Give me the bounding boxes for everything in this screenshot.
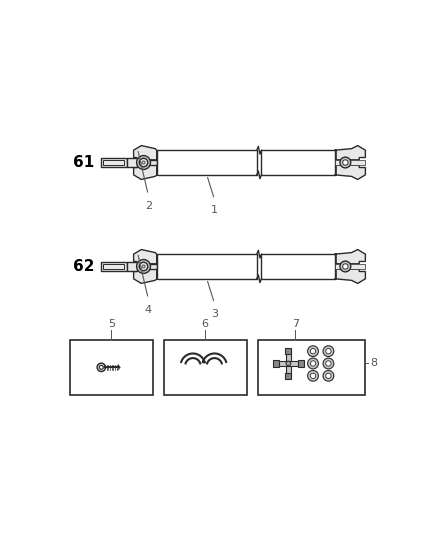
Circle shape	[139, 262, 148, 271]
Circle shape	[323, 358, 334, 369]
Text: 3: 3	[211, 309, 218, 319]
Circle shape	[326, 361, 331, 366]
Circle shape	[340, 261, 351, 272]
Bar	[335, 160, 365, 165]
Bar	[100, 262, 127, 271]
Bar	[261, 254, 335, 279]
Circle shape	[323, 370, 334, 381]
Circle shape	[137, 260, 151, 273]
Bar	[103, 160, 124, 165]
Circle shape	[323, 346, 334, 357]
Bar	[258, 340, 365, 395]
Polygon shape	[335, 249, 365, 264]
Bar	[157, 254, 257, 279]
Circle shape	[99, 366, 103, 369]
Text: 5: 5	[108, 319, 115, 329]
Text: 1: 1	[211, 205, 218, 215]
Bar	[335, 264, 365, 269]
Circle shape	[311, 361, 316, 366]
Text: 62: 62	[73, 259, 94, 274]
Circle shape	[307, 358, 318, 369]
Text: 8: 8	[370, 359, 377, 368]
Circle shape	[307, 370, 318, 381]
Bar	[261, 150, 335, 175]
Text: 2: 2	[145, 201, 152, 211]
Bar	[285, 373, 291, 379]
Bar	[164, 340, 247, 395]
Bar	[157, 150, 257, 175]
Bar	[103, 264, 124, 269]
Text: 4: 4	[145, 305, 152, 315]
Text: 7: 7	[292, 319, 299, 329]
Polygon shape	[134, 249, 157, 264]
Circle shape	[142, 161, 145, 164]
Bar	[276, 361, 301, 366]
Bar	[273, 360, 279, 367]
Circle shape	[286, 361, 291, 366]
Text: 6: 6	[202, 319, 209, 329]
Text: 61: 61	[73, 155, 94, 170]
Circle shape	[142, 265, 145, 268]
Circle shape	[311, 349, 316, 354]
Circle shape	[343, 160, 348, 165]
Polygon shape	[127, 158, 157, 167]
Circle shape	[340, 157, 351, 168]
Circle shape	[326, 349, 331, 354]
Circle shape	[343, 264, 348, 269]
Polygon shape	[134, 269, 157, 284]
Polygon shape	[134, 165, 157, 180]
Polygon shape	[335, 269, 365, 284]
Circle shape	[139, 158, 148, 167]
Polygon shape	[134, 146, 157, 160]
Polygon shape	[335, 146, 365, 160]
Bar	[285, 348, 291, 354]
Circle shape	[311, 373, 316, 378]
Polygon shape	[335, 165, 365, 180]
Circle shape	[326, 373, 331, 378]
Bar	[286, 351, 291, 376]
Circle shape	[97, 363, 106, 372]
Bar	[100, 158, 127, 167]
Polygon shape	[127, 262, 157, 271]
Bar	[70, 340, 153, 395]
Bar	[298, 360, 304, 367]
Circle shape	[307, 346, 318, 357]
Circle shape	[137, 156, 151, 169]
